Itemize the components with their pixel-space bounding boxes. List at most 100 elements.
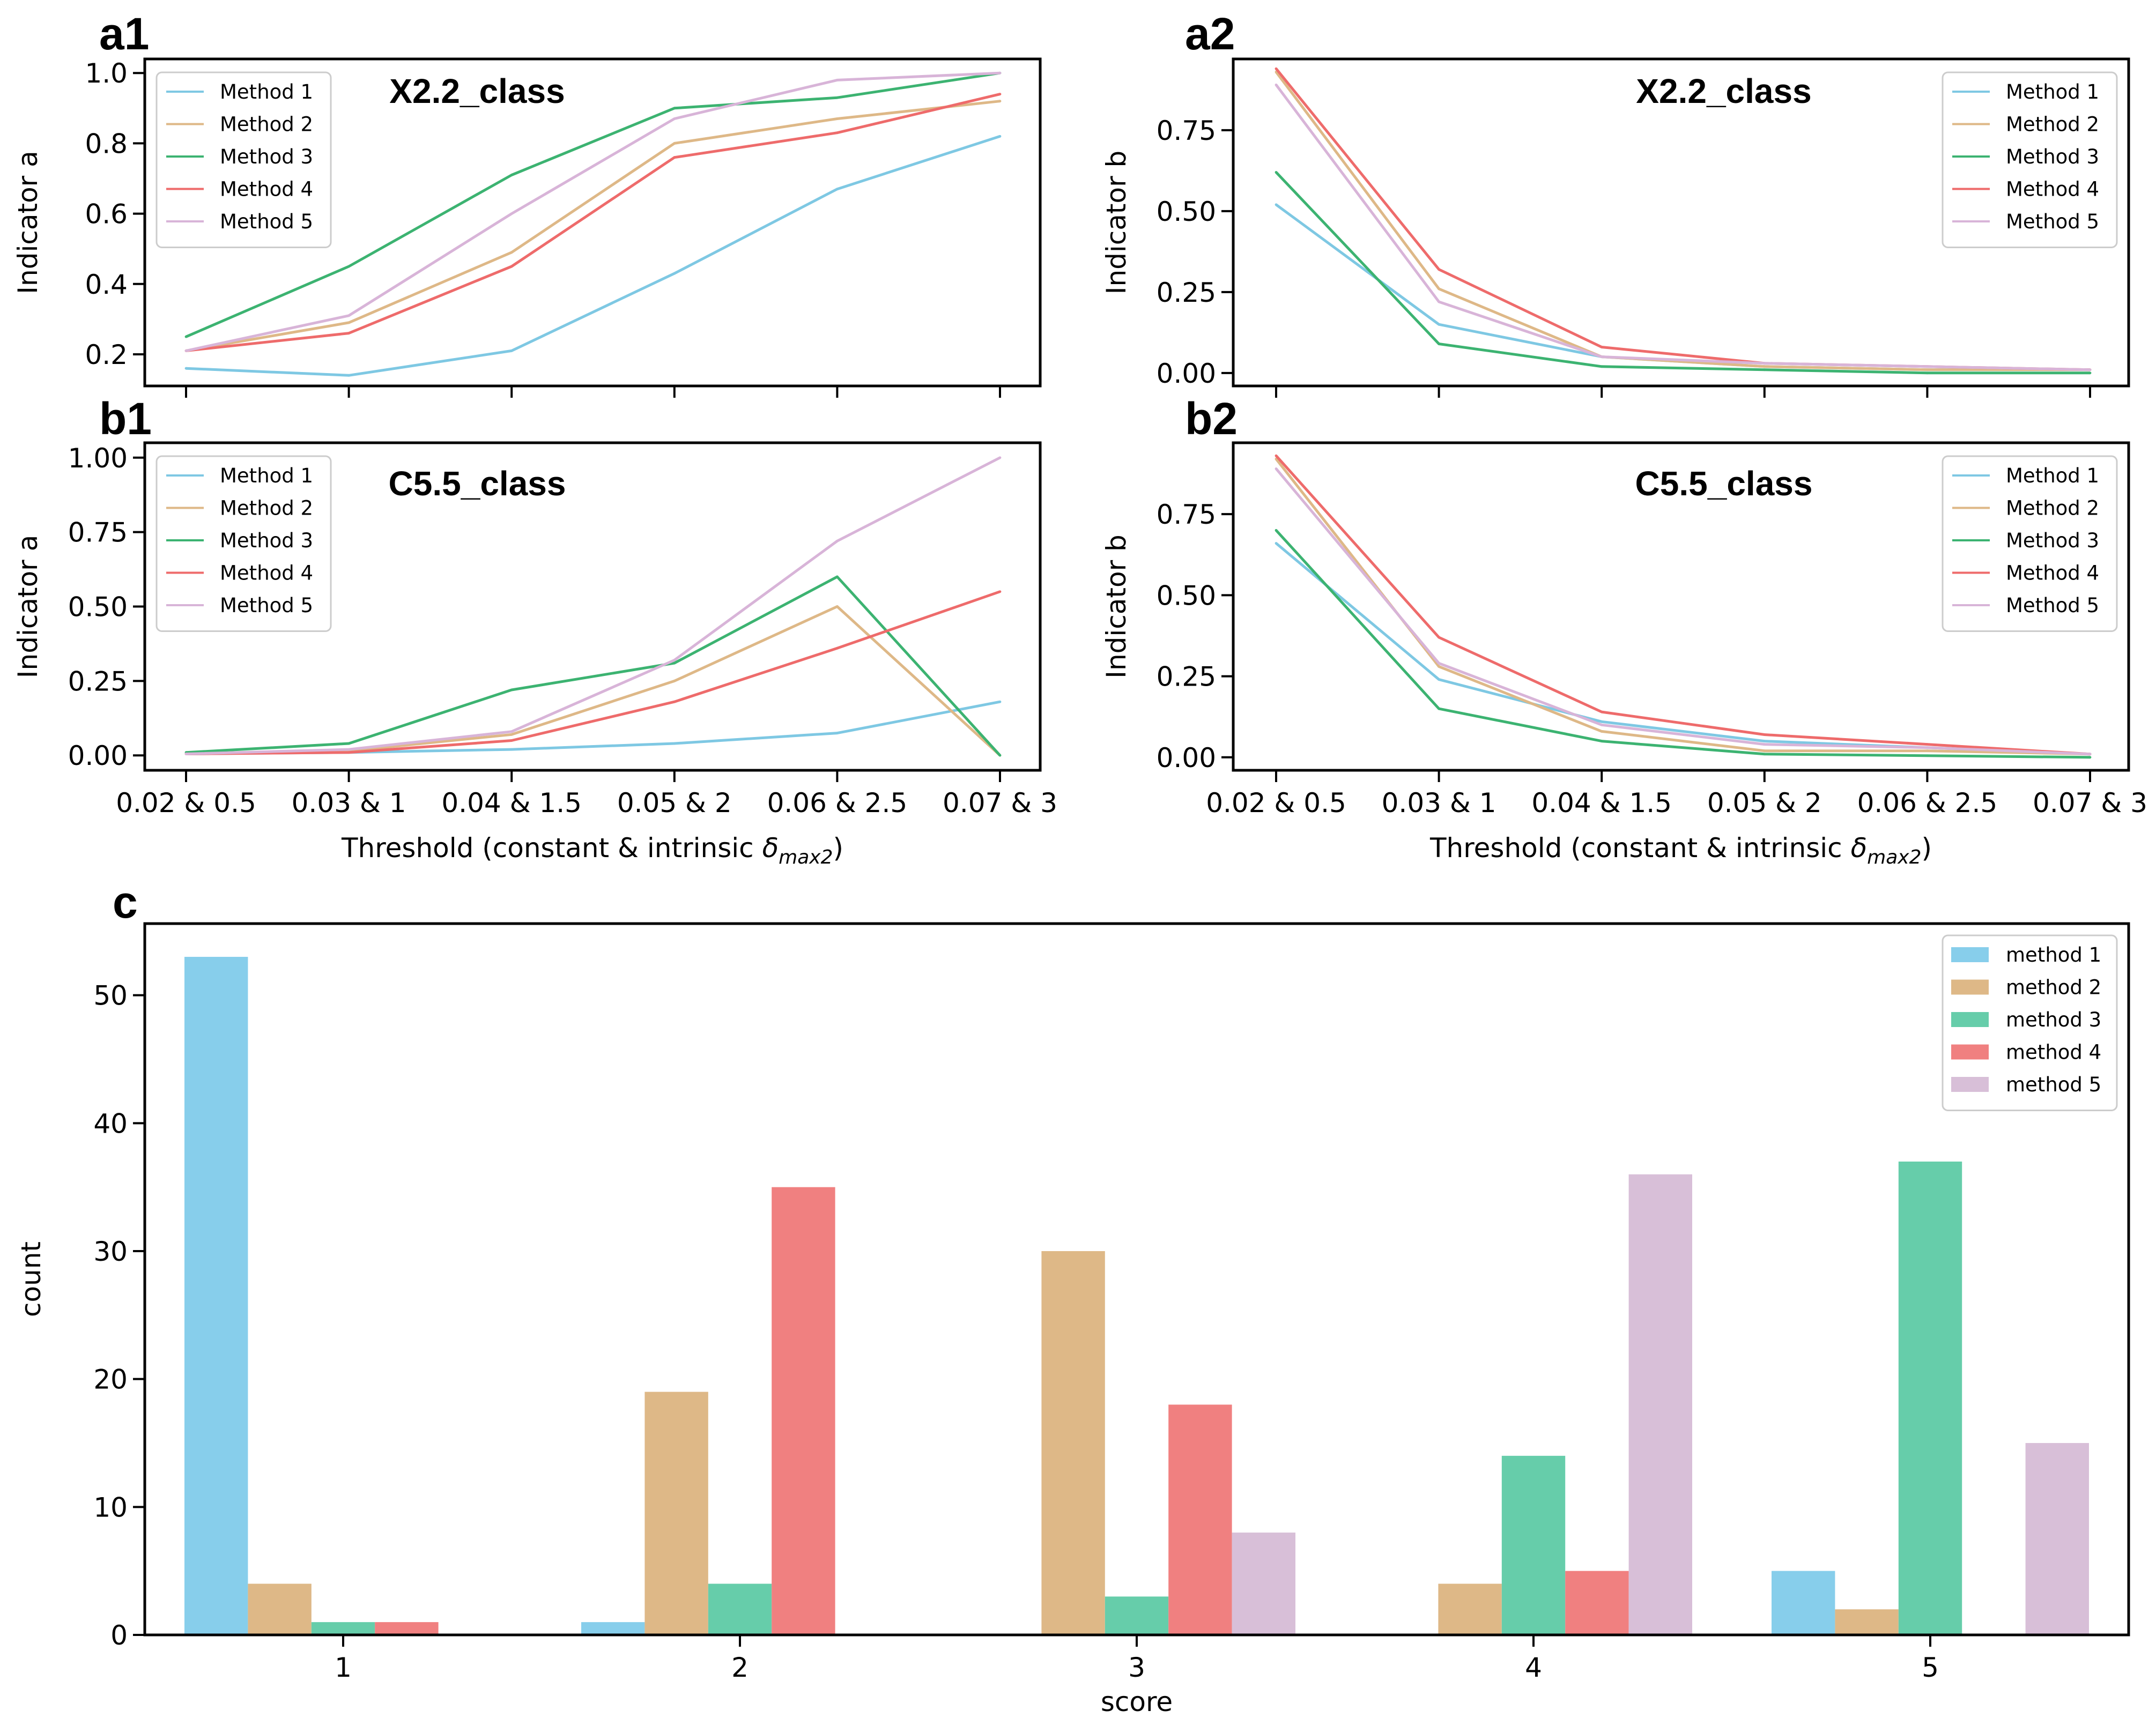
data-point [510,212,513,215]
x-tick-label: 0.02 & 0.5 [116,787,256,819]
y-axis-label: count [16,1241,47,1317]
x-tick-label: 0.03 & 1 [292,787,406,819]
y-tick-label: 0.50 [1157,196,1216,227]
legend-swatch-5 [1951,1077,1989,1092]
bar-method3-score4 [1501,1455,1566,1635]
legend-label-3: Method 3 [2006,529,2099,552]
data-point [510,251,513,254]
data-point [1926,365,1929,368]
x-tick-label: 4 [1525,1652,1542,1683]
bar-method1-score2 [581,1622,645,1635]
data-point [347,332,350,335]
data-point [1438,636,1441,639]
data-point [1926,746,1929,749]
subplot-title: X2.2_class [389,72,565,110]
data-point [1438,678,1441,681]
subplot-b1: 0.00 0.25 0.50 0.75 1.00 0.02 & 0.5 0.03 & 1 0.… [12,393,1057,868]
legend-label-3: Method 3 [2006,145,2099,168]
legend-frame [155,455,332,632]
data-point [1763,365,1766,368]
legend-label-2: Method 2 [2006,497,2099,520]
data-point [1600,723,1603,726]
data-point [347,314,350,317]
bar-method2-score3 [1041,1251,1105,1635]
x-tick-label: 0.05 & 2 [1707,787,1822,819]
data-point [998,93,1002,95]
x-tick-label: 0.03 & 1 [1382,787,1496,819]
data-point [1600,730,1603,733]
subplot-title: C5.5_class [389,464,566,503]
data-point [836,78,839,81]
bar-method2-score5 [1835,1609,1899,1635]
y-tick-label: 0.25 [1157,277,1216,308]
subplot-b2: 0.00 0.25 0.50 0.75 0.02 & 0.5 0.03 & 1 0.04 &… [1101,393,2147,868]
x-tick-label: 0.06 & 2.5 [1857,787,1998,819]
data-point [2088,753,2092,756]
data-point [1926,368,1929,371]
data-point [510,174,513,176]
data-point [836,539,839,542]
data-point [347,742,350,745]
legend-label-5: method 5 [2006,1073,2101,1096]
y-tick-label: 1.0 [85,58,128,89]
legend-label-1: Method 1 [2006,80,2099,103]
x-tick-label: 0.07 & 3 [2033,787,2147,819]
series-line-3 [186,71,1001,338]
series-line-2 [1275,71,2090,371]
panel-label: a2 [1185,9,1235,59]
legend-label-3: method 3 [2006,1008,2101,1031]
data-point [510,733,513,736]
data-point [1763,733,1766,736]
x-tick-label: 0.02 & 0.5 [1206,787,1346,819]
data-point [998,135,1002,138]
data-point [2088,368,2092,371]
x-tick-label: 0.04 & 1.5 [441,787,582,819]
legend-label-1: method 1 [2006,943,2101,966]
data-point [347,748,350,751]
series-line-5 [186,71,1001,352]
a1-legend: Method 1 Method 2 Method 3 Method 4 Method 5 [155,71,332,248]
data-point [2088,756,2092,759]
data-point [673,700,676,703]
data-point [998,700,1002,703]
data-point [184,349,188,352]
data-point [1438,343,1441,345]
series-line-3 [1275,171,2090,375]
data-point [347,751,350,754]
bar-method2-score1 [248,1583,312,1635]
bar-method4-score1 [375,1622,439,1635]
data-point [673,679,676,682]
data-point [1763,749,1766,753]
data-point [1438,707,1441,710]
x-tick-label: 0.07 & 3 [943,787,1057,819]
y-tick-label: 0.00 [68,740,128,771]
panel-label: a1 [99,9,149,59]
data-point [347,265,350,268]
data-point [673,661,676,665]
data-point [1438,287,1441,291]
b2-legend: Method 1 Method 2 Method 3 Method 4 Method 5 [1942,455,2118,632]
x-tick-label: 2 [731,1652,749,1683]
data-point [510,688,513,691]
legend-label-4: Method 4 [2006,178,2099,201]
legend-swatch-3 [1951,1012,1989,1027]
y-tick-label: 0.75 [1157,115,1216,146]
y-tick-label: 0 [110,1620,128,1651]
data-point [1763,743,1766,746]
legend-label-2: Method 2 [220,497,313,520]
series-line-4 [1275,455,2091,756]
data-point [836,96,839,99]
y-tick-label: 0.4 [85,269,128,300]
data-point [1926,371,1929,375]
data-point [1275,170,1278,174]
data-point [1600,346,1603,348]
data-point [998,100,1002,103]
y-tick-label: 0.75 [1157,499,1216,530]
legend-label-3: Method 3 [220,145,313,168]
bar-method4-score3 [1168,1404,1232,1635]
data-point [510,349,513,352]
data-point [347,374,350,377]
data-point [347,321,350,324]
data-point [1438,268,1441,271]
